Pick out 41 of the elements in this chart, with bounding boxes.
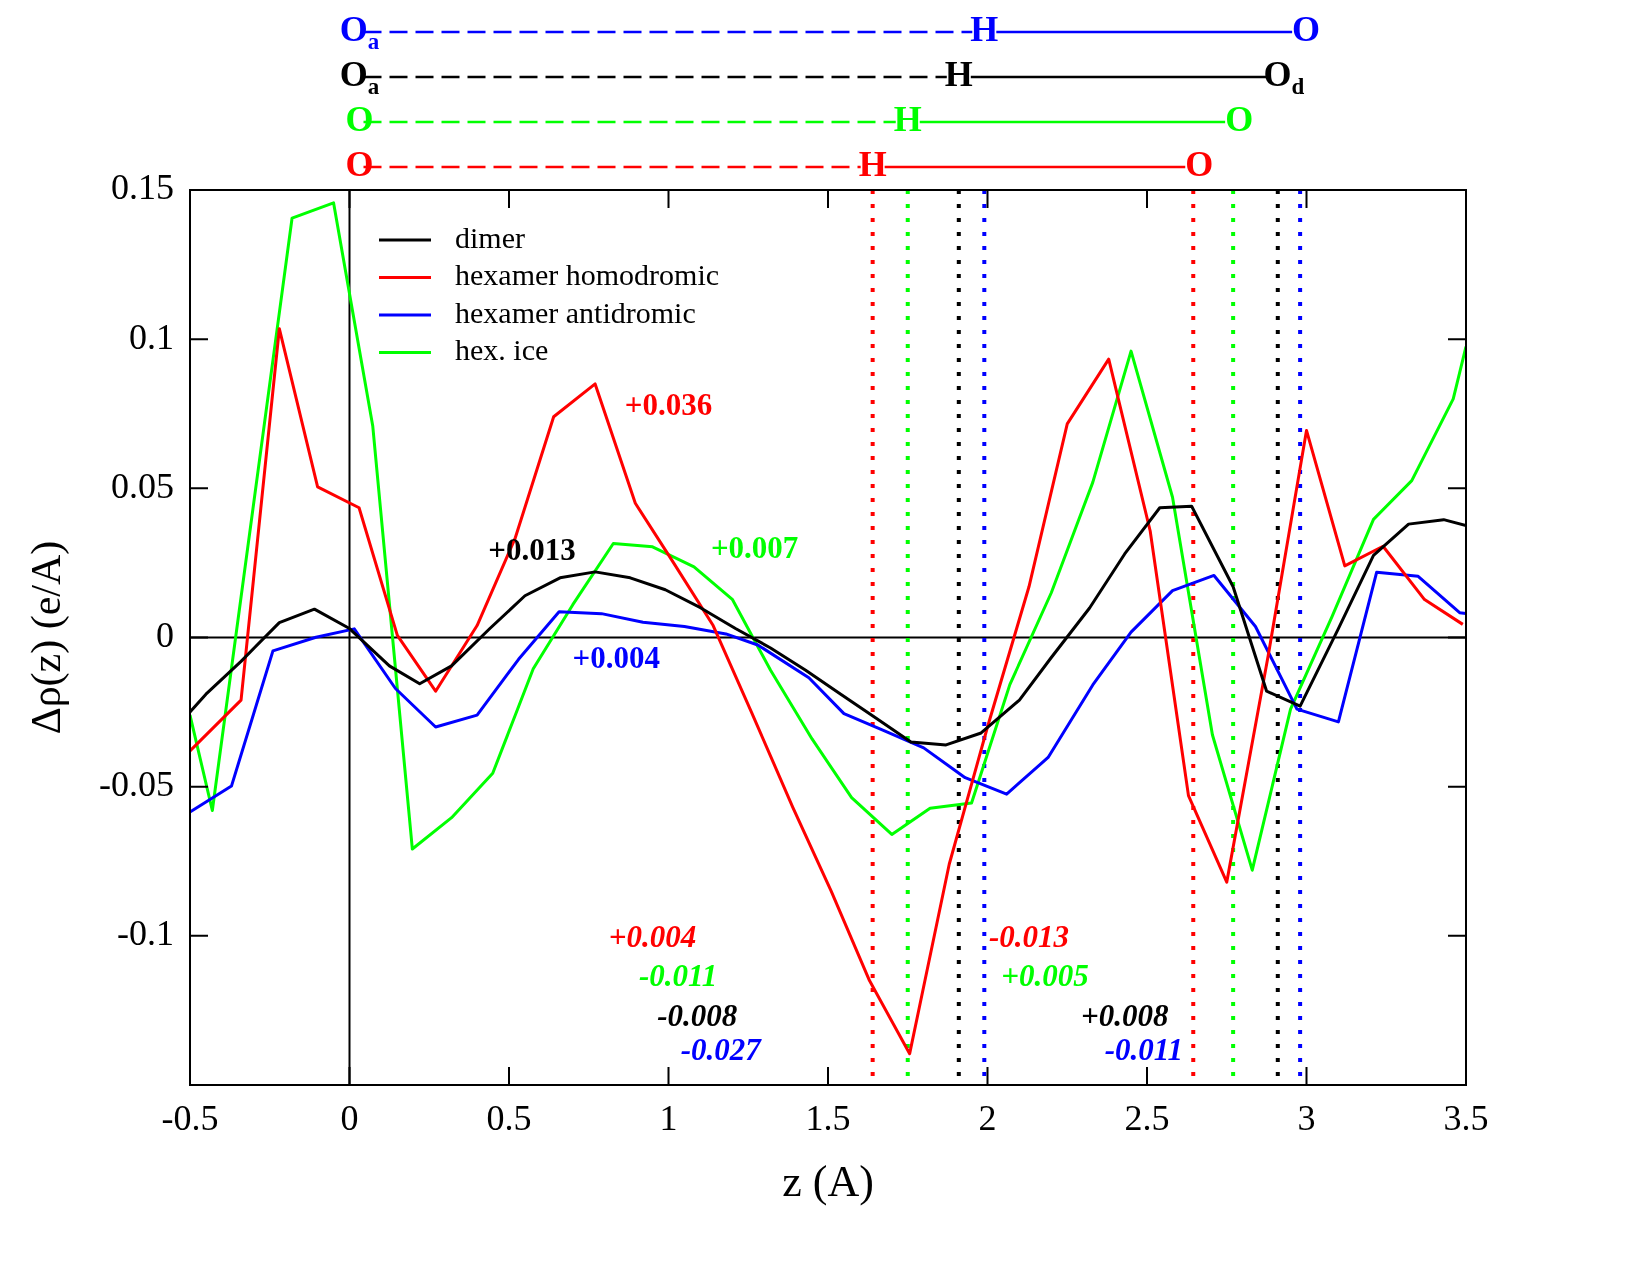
y-tick-label: -0.1 (117, 913, 174, 954)
text: H (858, 144, 887, 185)
x-tick-label: 3 (1297, 1098, 1316, 1139)
text: O (345, 144, 374, 185)
legend-label: hex. ice (455, 333, 549, 367)
y-axis-title: Δρ(z) (e/A) (23, 540, 71, 735)
annotation: -0.011 (1104, 1032, 1183, 1068)
y-tick-label: 0.1 (129, 316, 174, 357)
x-tick-label: 0.5 (486, 1098, 532, 1139)
y-tick-label: 0.15 (111, 167, 174, 208)
x-tick-label: -0.5 (161, 1098, 219, 1139)
y-tick-label: -0.05 (99, 764, 174, 805)
annotation: +0.005 (1001, 957, 1089, 993)
annotation: -0.011 (638, 957, 718, 993)
x-tick-label: 2 (978, 1098, 997, 1139)
text: H (944, 54, 973, 95)
annotation: +0.008 (1080, 998, 1169, 1034)
x-axis-title: z (A) (782, 1157, 874, 1207)
x-tick-label: 1.5 (805, 1098, 851, 1139)
x-tick-label: 2.5 (1124, 1098, 1170, 1139)
text: O (1185, 144, 1214, 185)
text: O (1225, 99, 1254, 140)
text: H (970, 9, 999, 50)
x-tick-label: 3.5 (1443, 1098, 1489, 1139)
annotation: +0.004 (608, 918, 697, 954)
y-tick-label: 0 (156, 614, 174, 655)
text: O (1292, 9, 1321, 50)
annotation: +0.004 (572, 639, 660, 675)
y-tick-label: 0.05 (111, 465, 174, 506)
legend-label: hexamer homodromic (455, 258, 720, 292)
legend-label: dimer (455, 220, 525, 254)
annotation: -0.008 (657, 998, 738, 1034)
annotation: +0.007 (710, 530, 799, 566)
x-tick-label: 1 (659, 1098, 678, 1139)
x-tick-label: 0 (340, 1098, 359, 1139)
text: O (345, 99, 374, 140)
annotation: -0.027 (680, 1032, 763, 1068)
legend-label: hexamer antidromic (455, 295, 696, 329)
annotation: +0.036 (624, 386, 713, 422)
annotation: -0.013 (988, 918, 1070, 954)
text: H (893, 99, 922, 140)
